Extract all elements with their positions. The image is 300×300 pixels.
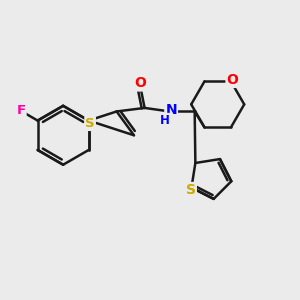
Text: S: S xyxy=(85,117,95,130)
Text: N: N xyxy=(165,103,177,117)
Text: O: O xyxy=(226,73,238,87)
Text: H: H xyxy=(159,114,169,127)
Text: S: S xyxy=(186,183,196,197)
Text: F: F xyxy=(16,104,26,118)
Text: O: O xyxy=(134,76,146,91)
